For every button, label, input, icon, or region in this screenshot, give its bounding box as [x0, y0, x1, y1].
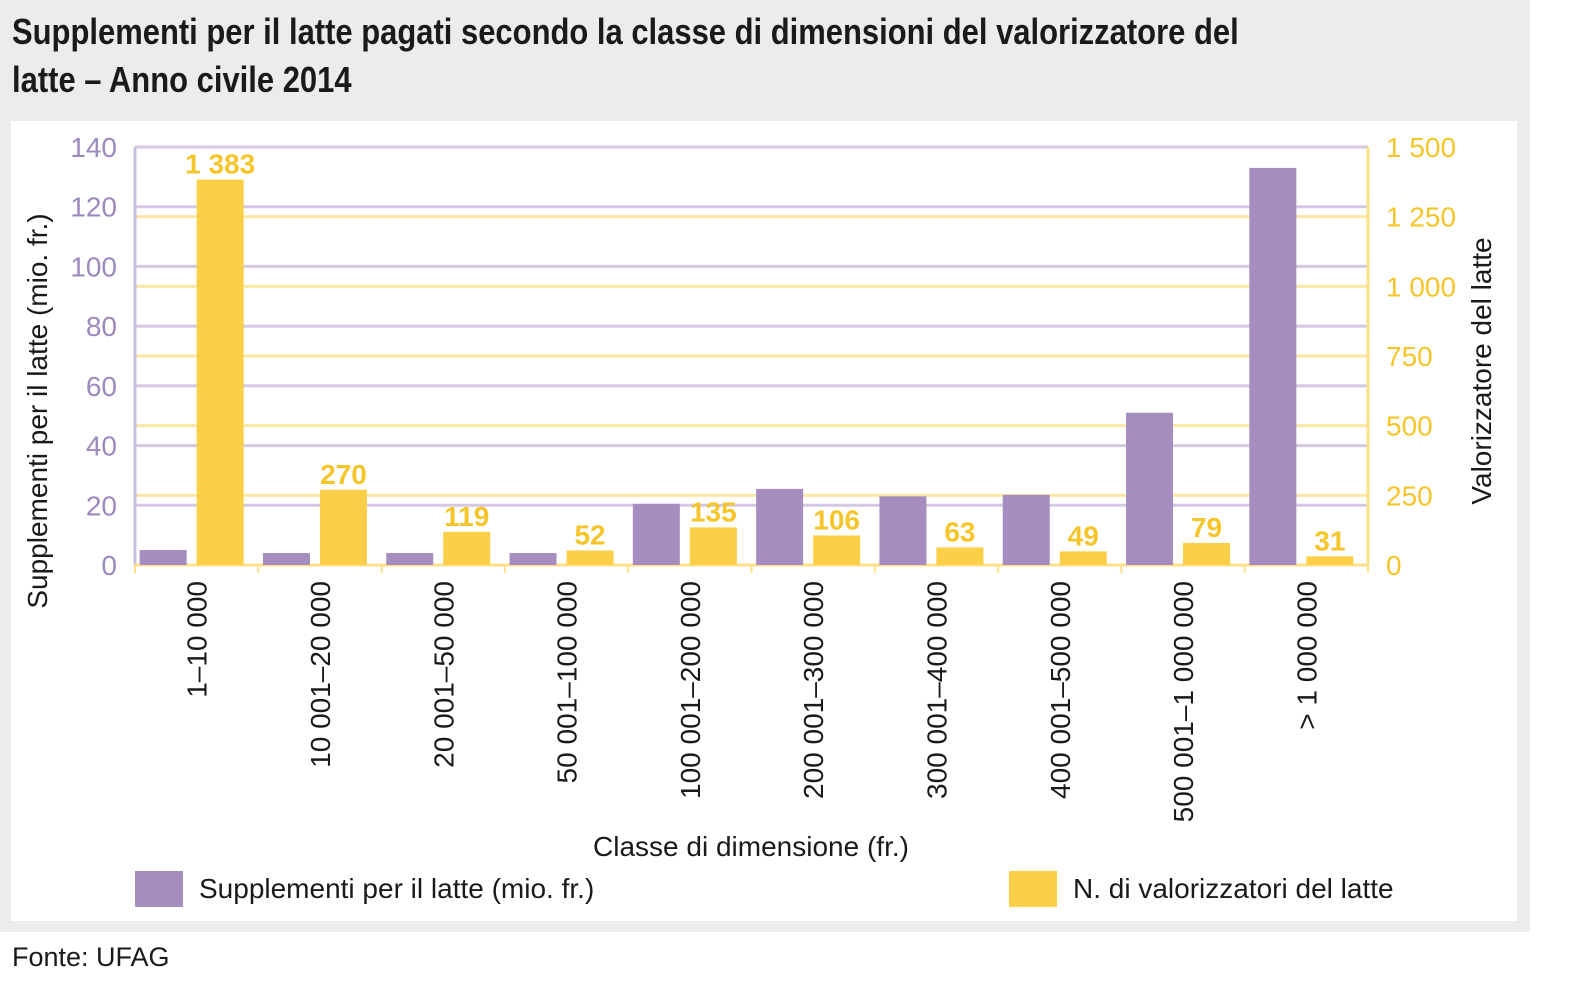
bar-supplementi	[509, 553, 557, 565]
x-tick-label: 50 001–100 000	[552, 581, 583, 783]
data-label-valorizzatori: 31	[1314, 525, 1345, 556]
data-label-valorizzatori: 119	[444, 501, 489, 532]
data-label-valorizzatori: 135	[690, 496, 737, 527]
bar-supplementi	[1249, 167, 1297, 565]
y-tick-label-right: 500	[1386, 411, 1433, 442]
data-label-valorizzatori: 49	[1068, 520, 1099, 551]
bar-supplementi	[386, 553, 434, 565]
x-tick-label: 100 001–200 000	[675, 581, 706, 799]
y-axis-label-left: Supplementi per il latte (mio. fr.)	[22, 213, 53, 608]
bar-supplementi	[1002, 494, 1050, 565]
legend-item-valorizzatori: N. di valorizzatori del latte	[1009, 871, 1394, 907]
bar-valorizzatori	[443, 531, 491, 565]
bar-valorizzatori	[566, 550, 614, 565]
bar-valorizzatori	[936, 547, 984, 565]
legend-swatch-yellow	[1009, 871, 1057, 907]
y-tick-label-left: 80	[86, 311, 117, 342]
y-tick-label-right: 0	[1386, 550, 1402, 581]
y-tick-label-right: 750	[1386, 341, 1433, 372]
bar-supplementi	[756, 488, 804, 565]
y-tick-label-left: 60	[86, 371, 117, 402]
bar-valorizzatori	[1306, 556, 1354, 565]
data-labels: 1 383 270 119 52 135 106 63 49 79 31	[185, 149, 1345, 557]
bar-valorizzatori	[196, 179, 244, 565]
bar-valorizzatori	[319, 489, 367, 565]
data-label-valorizzatori: 270	[320, 459, 367, 490]
bars	[139, 167, 1354, 565]
data-label-valorizzatori: 1 383	[185, 149, 255, 180]
chart-title: Supplementi per il latte pagati secondo …	[12, 11, 1239, 100]
y-tick-label-right: 1 250	[1386, 202, 1456, 233]
legend-label-supplementi: Supplementi per il latte (mio. fr.)	[199, 873, 595, 904]
bar-valorizzatori	[813, 535, 861, 565]
y-tick-label-right: 1 000	[1386, 271, 1456, 302]
x-tick-label: 200 001–300 000	[798, 581, 829, 799]
data-label-valorizzatori: 106	[813, 504, 860, 535]
tick-labels: 0 20 40 60 80 100 120 140 0 250 500 750 1 000 1 250 1 …	[70, 132, 1456, 822]
legend-swatch-purple	[135, 871, 183, 907]
bar-supplementi	[262, 553, 310, 565]
data-label-valorizzatori: 63	[944, 516, 975, 547]
legend-label-valorizzatori: N. di valorizzatori del latte	[1073, 873, 1394, 904]
x-tick-label: 400 001–500 000	[1045, 581, 1076, 799]
y-axis-label-right: Valorizzatore del latte	[1466, 237, 1497, 504]
bar-valorizzatori	[1059, 551, 1107, 565]
bar-supplementi	[879, 496, 927, 565]
x-tick-label: 300 001–400 000	[921, 581, 952, 799]
bar-supplementi	[1126, 412, 1174, 565]
bar-supplementi	[139, 550, 187, 565]
data-label-valorizzatori: 52	[574, 520, 605, 551]
source-note: Fonte: UFAG	[12, 942, 170, 972]
bar-valorizzatori	[689, 527, 737, 565]
legend-item-supplementi: Supplementi per il latte (mio. fr.)	[135, 871, 594, 907]
y-tick-label-right: 250	[1386, 480, 1433, 511]
gridlines	[135, 145, 1368, 507]
y-tick-label-left: 40	[86, 431, 117, 462]
bar-supplementi	[632, 503, 680, 565]
x-tick-label: 500 001–1 000 000	[1168, 581, 1199, 822]
bar-chart: 1 383 270 119 52 135 106 63 49 79 31 0 20 40 60 80 100…	[22, 132, 1497, 862]
bar-valorizzatori	[1183, 542, 1231, 565]
y-tick-label-left: 0	[101, 550, 117, 581]
chart-panel: 1 383 270 119 52 135 106 63 49 79 31 0 20 40 60 80 100…	[11, 121, 1517, 921]
y-tick-label-left: 20	[86, 490, 117, 521]
chart-frame: Supplementi per il latte pagati secondo …	[0, 0, 1530, 932]
data-label-valorizzatori: 79	[1191, 512, 1222, 543]
y-tick-label-left: 100	[70, 251, 117, 282]
x-tick-label: 10 001–20 000	[305, 581, 336, 768]
y-tick-label-left: 140	[70, 132, 117, 163]
y-tick-label-right: 1 500	[1386, 132, 1456, 163]
x-tick-label: 20 001–50 000	[428, 581, 459, 768]
y-tick-label-left: 120	[70, 192, 117, 223]
x-tick-label: 1–10 000	[182, 581, 213, 698]
x-axis-label: Classe di dimensione (fr.)	[593, 831, 909, 862]
x-tick-label: > 1 000 000	[1291, 581, 1322, 730]
